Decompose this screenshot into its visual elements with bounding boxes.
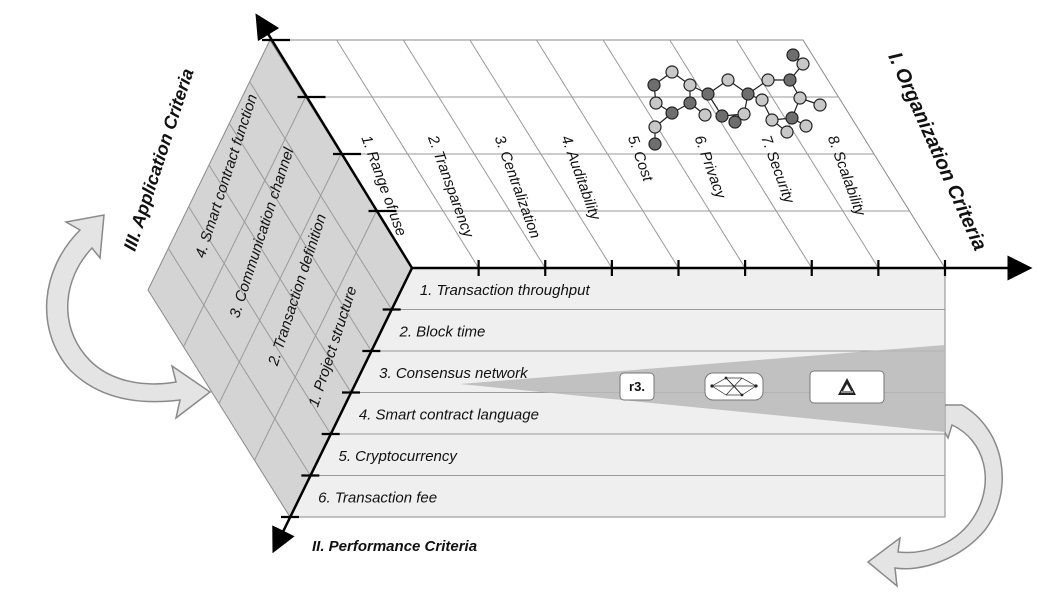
application-axis [255, 13, 414, 269]
organization-face-grid [305, 39, 910, 269]
molecule-node [728, 115, 742, 129]
molecule-node [755, 93, 769, 107]
ark-logo [809, 370, 885, 404]
consensus-funnel [460, 345, 945, 432]
molecule-node [761, 73, 775, 87]
molecule-node [648, 137, 662, 151]
molecule-node [785, 111, 799, 125]
molecule-node [737, 107, 751, 121]
molecule-node [793, 91, 807, 105]
performance-axis [272, 267, 414, 554]
rotate-arrow-left [45, 214, 212, 420]
molecule-node [780, 125, 794, 139]
molecule-node [665, 106, 679, 120]
molecule-nodes [647, 48, 827, 151]
molecule-node [683, 78, 697, 92]
molecule-node [683, 96, 697, 110]
molecule-node [765, 113, 779, 127]
molecule-node [698, 108, 712, 122]
molecule-node [721, 73, 735, 87]
performance-labels: 1. Transaction throughput 2. Block time 3.… [318, 282, 590, 507]
molecule-node [799, 119, 813, 133]
performance-criterion-label: 3. Consensus network [379, 365, 529, 382]
performance-criterion-label: 1. Transaction throughput [420, 282, 591, 299]
molecule-node [783, 73, 797, 87]
performance-criterion-label: 6. Transaction fee [318, 489, 437, 506]
rotate-arrow-right [866, 404, 1004, 588]
performance-axis-title: II. Performance Criteria [312, 538, 477, 555]
molecule-node [647, 78, 661, 92]
molecule-node [796, 57, 810, 71]
network-mesh-logo [704, 372, 764, 401]
molecule-node [813, 98, 827, 112]
molecule-node [715, 109, 729, 123]
svg-text:r3.: r3. [629, 379, 645, 394]
performance-criterion-label: 2. Block time [399, 323, 486, 340]
application-face-grid [167, 81, 393, 476]
molecule-node [648, 120, 662, 134]
performance-criterion-label: 5. Cryptocurrency [339, 448, 459, 465]
molecule-node [786, 48, 800, 62]
molecule-node [701, 87, 715, 101]
molecule-node [665, 65, 679, 79]
molecule-node [741, 87, 755, 101]
performance-criterion-label: 4. Smart contract language [359, 406, 539, 423]
molecule-node [649, 96, 663, 110]
r3-corda-logo: r3. [619, 372, 655, 401]
